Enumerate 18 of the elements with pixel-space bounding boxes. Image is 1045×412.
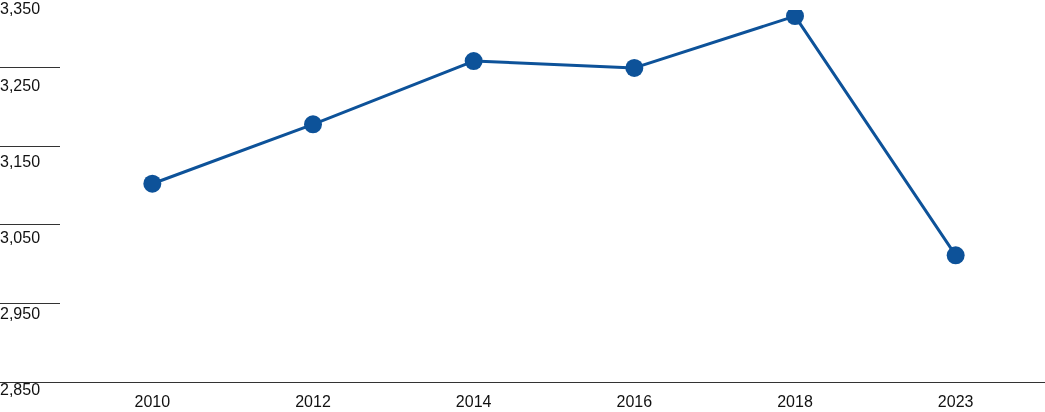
x-tick-label: 2018 — [777, 393, 813, 411]
point — [946, 246, 965, 265]
y-tick-label: 2,950 — [0, 305, 41, 323]
y-tick-label: 3,150 — [0, 152, 41, 170]
y-tick-label: 3,050 — [0, 229, 41, 247]
point — [143, 174, 162, 193]
y-tick-label: 3,250 — [0, 76, 41, 94]
x-tick-label: 2012 — [295, 393, 331, 411]
x-tick-label: 2010 — [134, 393, 171, 411]
y-tick-label: 3,350 — [0, 0, 41, 18]
x-tick-label: 2014 — [455, 393, 492, 411]
y-tick-label: 2,850 — [0, 381, 41, 399]
point — [786, 10, 804, 26]
x-tick-label: 2023 — [937, 393, 974, 411]
x-tick-label: 2016 — [616, 393, 653, 411]
point — [625, 58, 644, 77]
point — [304, 115, 322, 134]
point — [464, 52, 483, 71]
